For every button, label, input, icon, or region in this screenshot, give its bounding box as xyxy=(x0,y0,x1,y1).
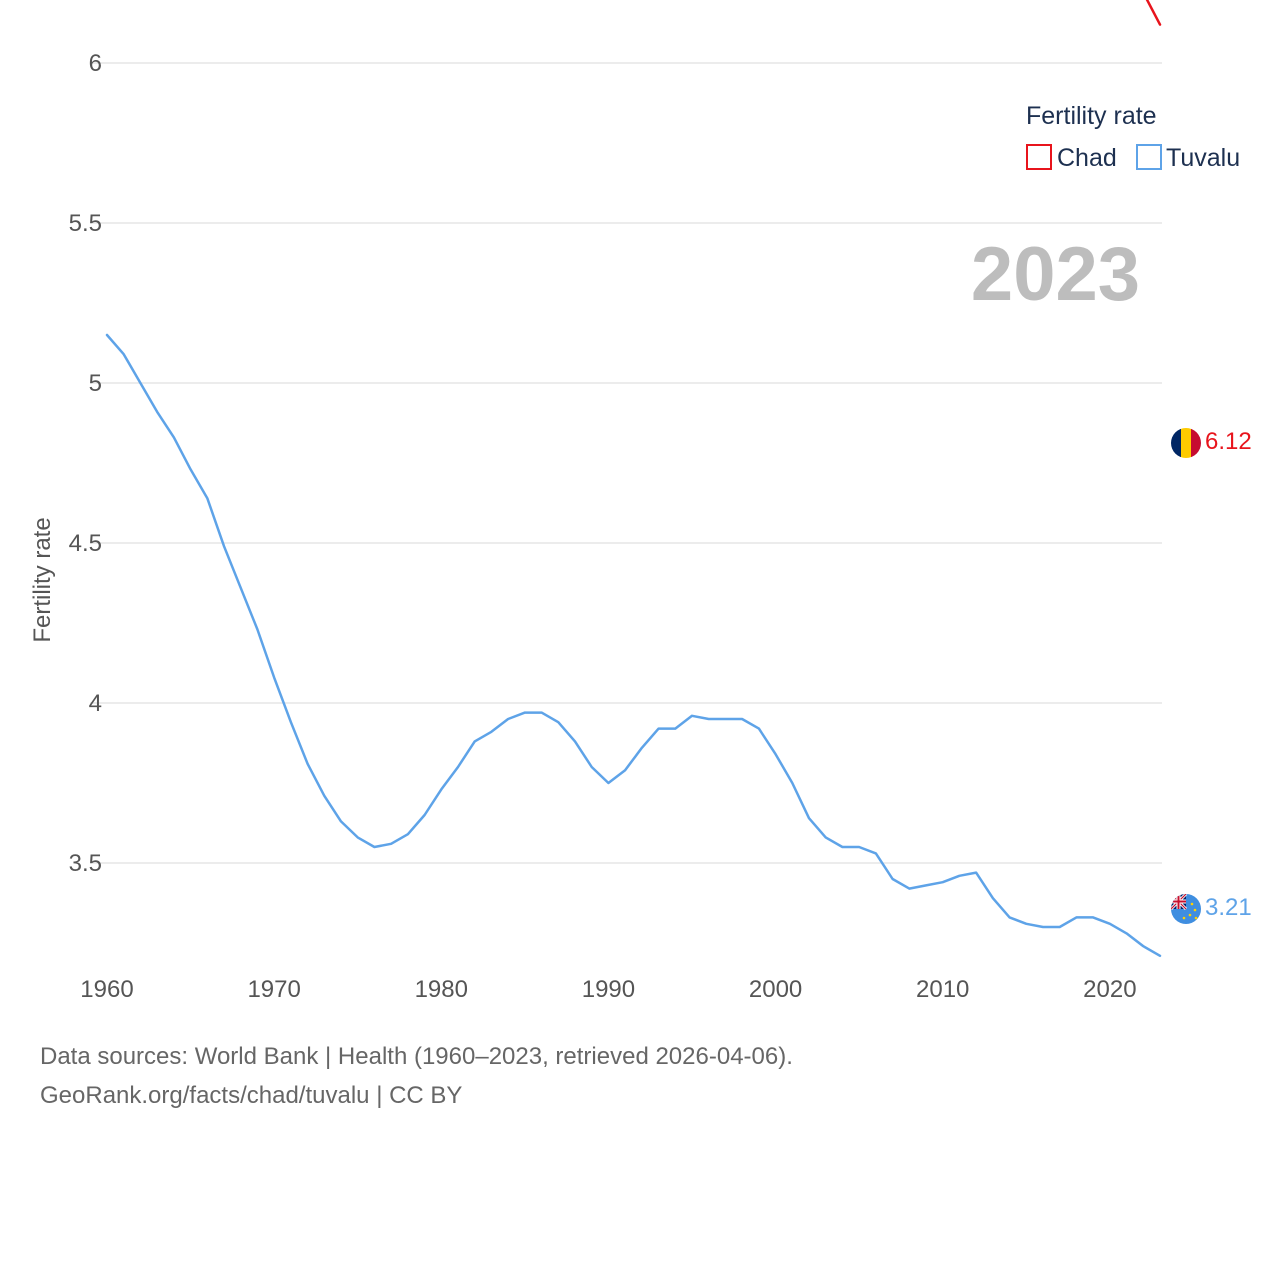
legend-label-tuvalu: Tuvalu xyxy=(1166,144,1240,172)
chad-end-value: 6.12 xyxy=(1205,428,1252,455)
y-axis: 3.544.555.566.577.5 xyxy=(69,50,102,877)
y-axis-title: Fertility rate xyxy=(29,517,56,642)
legend-swatch-tuvalu xyxy=(1136,144,1162,170)
y-tick-label: 6 xyxy=(89,50,102,77)
fertility-rate-chart: Fertility rate Chad Tuvalu 3.5 4 4.5 5 5.5 6 6… xyxy=(29,0,1252,1003)
footer-link[interactable]: GeoRank.org/facts/chad/tuvalu | CC BY xyxy=(40,1082,463,1109)
y-tick-label: 4.5 xyxy=(69,530,102,557)
series-line-chad[interactable] xyxy=(107,0,1162,26)
x-tick-label: 1990 xyxy=(582,976,635,1003)
legend-item-tuvalu[interactable]: Tuvalu xyxy=(1136,144,1240,172)
x-tick-label: 2020 xyxy=(1083,976,1136,1003)
legend-swatch-chad xyxy=(1026,144,1052,170)
x-tick-label: 2000 xyxy=(749,976,802,1003)
y-tick-label: 4 xyxy=(89,690,102,717)
series-line-tuvalu[interactable] xyxy=(105,333,1162,958)
x-tick-label: 1980 xyxy=(415,976,468,1003)
year-label: 2023 xyxy=(971,232,1140,317)
x-axis: 1960 1970 1980 1990 2000 2010 2020 xyxy=(80,976,1136,1003)
series-lines xyxy=(105,0,1162,958)
y-tick-label: 3.5 xyxy=(69,850,102,877)
footer-source: Data sources: World Bank | Health (1960–… xyxy=(40,1043,793,1070)
x-tick-label: 1960 xyxy=(80,976,133,1003)
x-tick-label: 2010 xyxy=(916,976,969,1003)
gridlines xyxy=(90,62,1162,864)
legend: Fertility rate Chad Tuvalu xyxy=(1026,102,1240,172)
chad-flag-icon xyxy=(1171,428,1201,458)
legend-title: Fertility rate xyxy=(1026,102,1157,130)
tuvalu-flag-icon xyxy=(1171,894,1201,924)
legend-label-chad: Chad xyxy=(1057,144,1117,172)
y-tick-label: 5.5 xyxy=(69,210,102,237)
x-tick-label: 1970 xyxy=(247,976,300,1003)
legend-item-chad[interactable]: Chad xyxy=(1026,144,1117,172)
tuvalu-end-value: 3.21 xyxy=(1205,894,1252,921)
y-tick-label: 5 xyxy=(89,370,102,397)
